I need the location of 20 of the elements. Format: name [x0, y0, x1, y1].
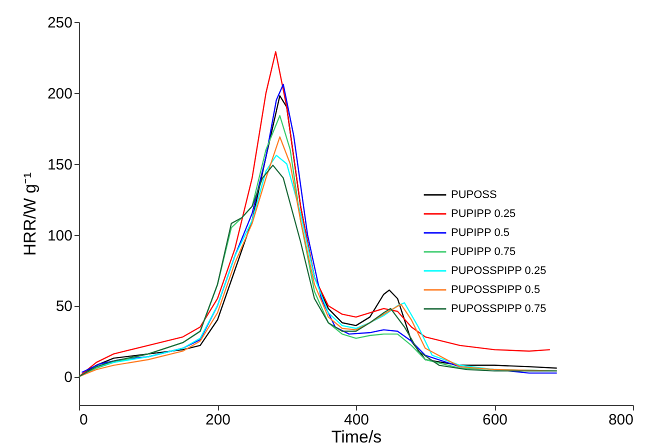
legend-label: PUPIPP 0.75 — [451, 246, 516, 258]
legend-label: PUPIPP 0.5 — [451, 226, 510, 239]
y-axis-title: HRR/W g⁻¹ — [20, 172, 40, 256]
y-tick-label: 100 — [47, 227, 72, 244]
y-tick-label: 0 — [64, 369, 72, 386]
legend-label: PUPOSSPIPP 0.5 — [451, 284, 540, 296]
x-tick-label: 400 — [344, 412, 370, 428]
x-tick-label: 600 — [482, 412, 508, 428]
legend-label: PUPOSSPIPP 0.25 — [451, 264, 546, 277]
x-tick-label: 0 — [80, 412, 88, 428]
legend-label: PUPIPP 0.25 — [451, 208, 516, 220]
legend-label: PUPOSSPIPP 0.75 — [451, 302, 546, 315]
y-tick-label: 250 — [47, 14, 72, 32]
x-tick-label: 800 — [608, 412, 634, 428]
y-tick-label: 150 — [47, 156, 72, 174]
legend-label: PUPOSS — [451, 188, 497, 201]
x-tick-label: 200 — [205, 412, 231, 428]
x-axis-title: Time/s — [331, 428, 382, 446]
y-tick-label: 50 — [56, 298, 72, 316]
y-tick-label: 200 — [47, 85, 72, 102]
